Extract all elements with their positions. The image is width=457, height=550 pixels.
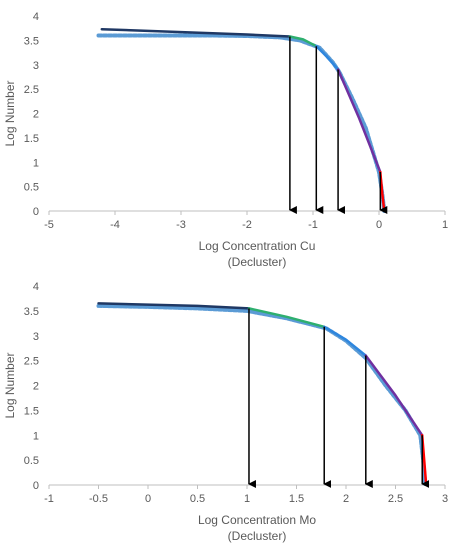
x-tick-label: 1: [442, 219, 448, 231]
y-tick-label: 2.5: [24, 356, 39, 368]
y-tick-label: 0.5: [24, 182, 39, 194]
x-tick-label: -5: [44, 219, 54, 231]
y-tick-label: 1: [33, 157, 39, 169]
fit-segment-3: [315, 44, 340, 71]
x-tick-label: -1: [44, 493, 54, 505]
chart-2: -1 -0.5 0 0.5 1 1.5 2 2.5 3 0 0.5 1 1.5 2 2.5 3 3.5 4 Log …: [3, 281, 448, 543]
y-tick-label: 0: [33, 480, 39, 492]
x-tick-label: 1.5: [289, 493, 304, 505]
data-series: [96, 303, 428, 487]
fit-segment-4: [364, 354, 424, 437]
x-tick-label: 3: [442, 493, 448, 505]
x-tick-label: 1: [244, 493, 250, 505]
x-axis-title: Log Concentration Cu: [199, 239, 316, 253]
x-tick-label: 2.5: [388, 493, 403, 505]
x-tick-label: -4: [110, 219, 120, 231]
x-tick-label: 0: [376, 219, 382, 231]
x-tick-label: -0.5: [89, 493, 108, 505]
x-tick-label: 0.5: [190, 493, 205, 505]
x-tick-label: -1: [308, 219, 318, 231]
y-tick-label: 0: [33, 206, 39, 218]
fit-segment-4: [336, 68, 382, 174]
fit-segment-3: [322, 325, 368, 357]
x-tick-label: -2: [242, 219, 252, 231]
fit-segment-2: [288, 35, 318, 48]
y-tick-label: 3: [33, 60, 39, 72]
y-tick-label: 1: [33, 430, 39, 442]
x-tick-label: 0: [145, 493, 151, 505]
chart-1: -5 -4 -3 -2 -1 0 1 0 0.5 1 1.5 2 2.5 3 3.5 4 Log Concent…: [3, 11, 448, 269]
y-tick-label: 3.5: [24, 35, 39, 47]
x-tick-label: -3: [176, 219, 186, 231]
x-tick-label: 2: [343, 493, 349, 505]
y-tick-label: 2: [33, 109, 39, 121]
x-axis-subtitle: (Decluster): [228, 529, 287, 543]
data-series: [96, 33, 387, 213]
y-tick-label: 2: [33, 381, 39, 393]
x-axis-title: Log Concentration Mo: [198, 513, 316, 527]
fit-segment-2: [247, 307, 326, 329]
y-tick-label: 3.5: [24, 306, 39, 318]
y-axis-title: Log Number: [3, 352, 17, 418]
y-tick-label: 4: [33, 281, 39, 293]
y-tick-label: 2.5: [24, 84, 39, 96]
y-tick-label: 1.5: [24, 133, 39, 145]
fit-segment-1: [97, 302, 251, 310]
y-tick-label: 4: [33, 11, 39, 23]
y-axis-title: Log Number: [3, 80, 17, 146]
x-axis-subtitle: (Decluster): [228, 255, 287, 269]
y-tick-label: 3: [33, 331, 39, 343]
fit-segment-1: [100, 27, 292, 38]
y-tick-label: 1.5: [24, 405, 39, 417]
y-tick-label: 0.5: [24, 455, 39, 467]
